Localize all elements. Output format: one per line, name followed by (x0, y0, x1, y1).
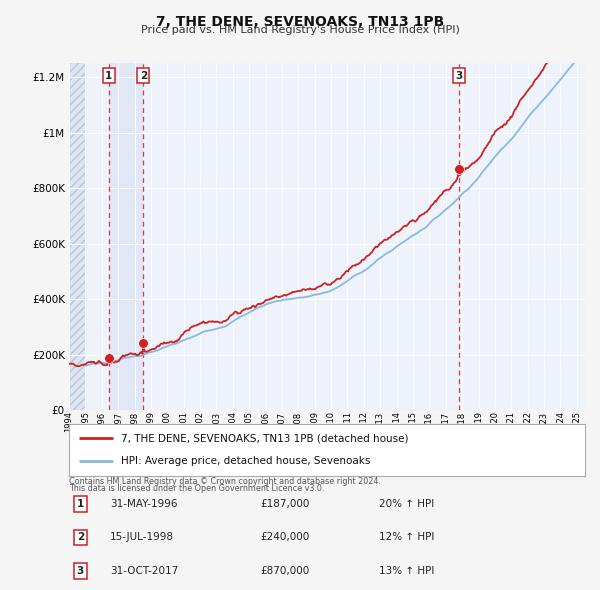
Text: 1: 1 (77, 499, 84, 509)
Text: 20% ↑ HPI: 20% ↑ HPI (379, 499, 434, 509)
Text: £240,000: £240,000 (260, 533, 309, 542)
Text: 15-JUL-1998: 15-JUL-1998 (110, 533, 174, 542)
Bar (109, 63, 143, 410)
Text: 3: 3 (456, 71, 463, 81)
Bar (69, 63, 85, 410)
Text: This data is licensed under the Open Government Licence v3.0.: This data is licensed under the Open Gov… (69, 484, 325, 493)
Text: 3: 3 (77, 566, 84, 576)
Text: 2: 2 (77, 533, 84, 542)
Text: HPI: Average price, detached house, Sevenoaks: HPI: Average price, detached house, Seve… (121, 457, 370, 467)
Text: 7, THE DENE, SEVENOAKS, TN13 1PB: 7, THE DENE, SEVENOAKS, TN13 1PB (156, 15, 444, 29)
Text: 31-OCT-2017: 31-OCT-2017 (110, 566, 179, 576)
Text: 12% ↑ HPI: 12% ↑ HPI (379, 533, 434, 542)
Text: 2: 2 (140, 71, 147, 81)
Text: 31-MAY-1996: 31-MAY-1996 (110, 499, 178, 509)
Text: Price paid vs. HM Land Registry's House Price Index (HPI): Price paid vs. HM Land Registry's House … (140, 25, 460, 35)
Text: 1: 1 (105, 71, 112, 81)
Text: £187,000: £187,000 (260, 499, 309, 509)
Text: £870,000: £870,000 (260, 566, 309, 576)
Text: 13% ↑ HPI: 13% ↑ HPI (379, 566, 434, 576)
Text: 7, THE DENE, SEVENOAKS, TN13 1PB (detached house): 7, THE DENE, SEVENOAKS, TN13 1PB (detach… (121, 433, 408, 443)
Text: Contains HM Land Registry data © Crown copyright and database right 2024.: Contains HM Land Registry data © Crown c… (69, 477, 381, 486)
